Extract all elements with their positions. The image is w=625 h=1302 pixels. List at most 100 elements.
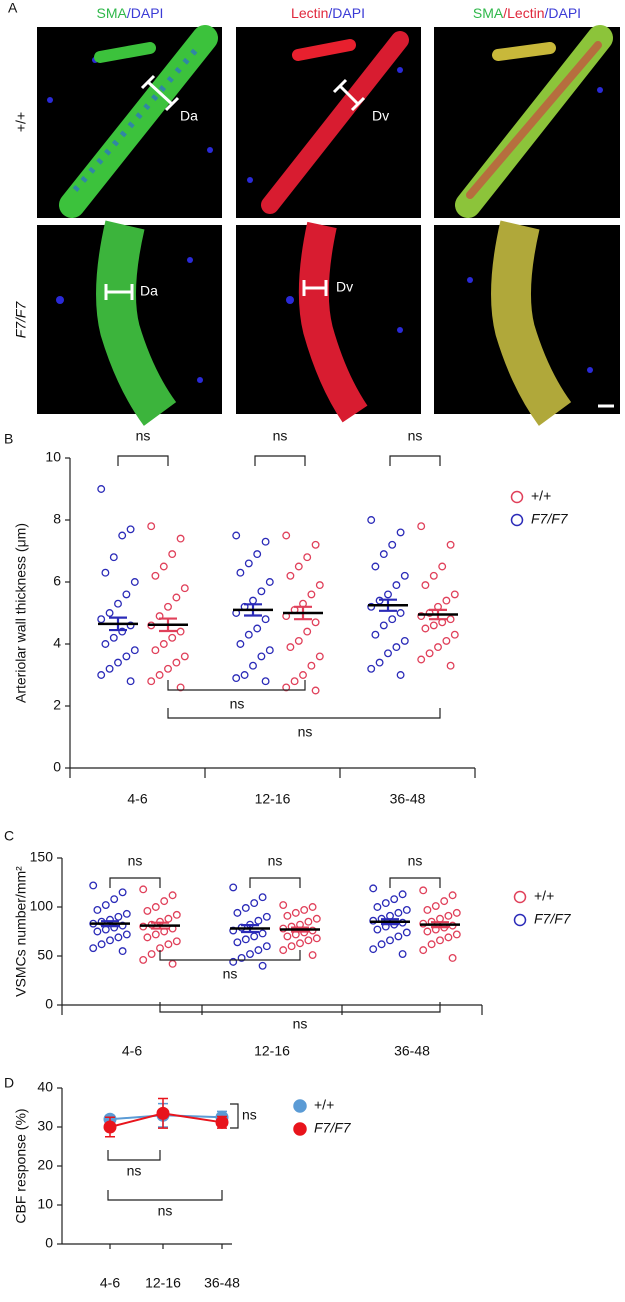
data-point	[89, 944, 98, 953]
data-point	[164, 914, 173, 923]
data-point	[114, 599, 122, 608]
data-point	[262, 912, 271, 921]
data-point	[290, 677, 299, 686]
x-tick-label: 12-16	[255, 791, 291, 807]
data-point	[122, 909, 131, 918]
data-point	[452, 930, 461, 939]
data-point	[436, 914, 444, 923]
data-point	[373, 903, 382, 911]
data-point	[151, 571, 160, 580]
image-annotation: Da	[140, 283, 158, 299]
data-point	[450, 630, 459, 639]
data-point	[244, 559, 253, 568]
data-point	[400, 636, 409, 645]
data-point	[279, 901, 288, 909]
significance-bracket	[167, 680, 306, 691]
data-point	[444, 933, 453, 942]
legend-label: F7/F7	[531, 511, 569, 527]
significance-label: ns	[408, 853, 423, 869]
data-point	[434, 643, 442, 652]
vessel	[94, 42, 156, 63]
data-point	[417, 655, 426, 664]
data-point	[139, 955, 148, 964]
legend-marker	[513, 890, 527, 904]
data-point	[237, 954, 246, 962]
data-point	[257, 587, 266, 596]
data-point	[97, 485, 106, 493]
data-point	[97, 615, 106, 624]
x-tick-label: 12-16	[145, 1275, 181, 1291]
data-point	[291, 908, 300, 917]
data-point	[294, 636, 303, 645]
x-tick-label: 36-48	[394, 1043, 430, 1059]
data-point	[396, 671, 405, 679]
data-point	[429, 571, 438, 580]
x-tick-label: 36-48	[390, 791, 426, 807]
legend-label: +/+	[531, 488, 551, 504]
data-point	[126, 525, 135, 534]
data-point	[155, 671, 164, 679]
y-tick-label: 40	[37, 1079, 53, 1095]
data-point	[392, 581, 401, 590]
x-tick-label: 4-6	[122, 1043, 142, 1059]
data-point	[402, 905, 411, 914]
data-point	[308, 951, 317, 959]
y-axis-label: VSMCs number/mm²	[13, 866, 29, 997]
data-point	[394, 908, 403, 917]
title-part: SMA	[473, 5, 504, 21]
x-tick-label: 12-16	[254, 1043, 290, 1059]
data-point	[253, 550, 262, 559]
data-point	[384, 590, 392, 599]
data-point	[168, 550, 177, 559]
data-point	[249, 596, 257, 605]
data-point	[105, 609, 114, 617]
data-point	[241, 935, 250, 944]
data-point	[402, 928, 411, 937]
data-point	[180, 584, 189, 593]
image-annotation: Dv	[336, 279, 353, 295]
vessel	[298, 221, 368, 423]
data-point	[448, 891, 457, 900]
data-point	[265, 578, 274, 586]
data-point	[130, 646, 139, 655]
data-point	[307, 590, 316, 599]
data-point	[392, 643, 401, 652]
data-point	[444, 911, 453, 920]
data-point	[236, 568, 245, 577]
data-point	[440, 897, 449, 906]
data-point	[371, 562, 380, 571]
significance-bracket	[254, 455, 306, 466]
data-point	[229, 883, 238, 892]
data-point	[232, 674, 241, 683]
y-tick-label: 20	[37, 1157, 53, 1173]
data-point	[101, 925, 110, 934]
vessel	[59, 25, 218, 218]
data-point	[282, 683, 291, 692]
data-point	[168, 891, 177, 900]
data-point	[315, 581, 324, 590]
data-point	[379, 621, 388, 630]
data-point	[159, 562, 168, 571]
y-tick-label: 50	[37, 947, 53, 963]
significance-bracket	[159, 950, 301, 961]
significance-label: ns	[230, 696, 245, 712]
data-point	[384, 649, 392, 658]
data-point	[421, 624, 430, 633]
data-point	[118, 947, 127, 956]
column-title: Lectin/DAPI	[291, 5, 365, 21]
data-point	[254, 946, 263, 955]
data-point	[261, 677, 270, 686]
data-point	[396, 528, 405, 537]
legend-marker	[510, 490, 524, 504]
data-point	[400, 571, 409, 580]
data-point	[386, 936, 394, 945]
column-title: SMA/DAPI	[97, 5, 164, 21]
data-point	[164, 664, 172, 673]
y-tick-label: 0	[53, 759, 61, 775]
data-point	[109, 633, 118, 642]
data-point	[147, 522, 156, 531]
data-point	[126, 621, 135, 630]
data-point	[311, 618, 320, 627]
panel-label: A	[8, 0, 18, 16]
data-point	[233, 908, 242, 917]
